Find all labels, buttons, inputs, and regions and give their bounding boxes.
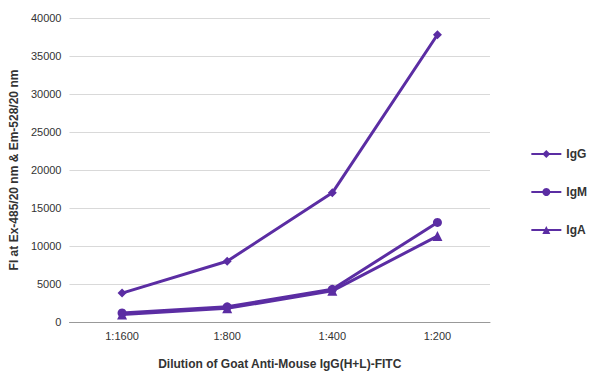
svg-text:IgA: IgA — [566, 223, 586, 237]
svg-text:10000: 10000 — [31, 240, 62, 252]
svg-text:IgG: IgG — [566, 147, 586, 161]
svg-text:0: 0 — [55, 316, 61, 328]
svg-text:1:200: 1:200 — [424, 330, 452, 342]
svg-text:1:1600: 1:1600 — [105, 330, 139, 342]
svg-text:40000: 40000 — [31, 12, 62, 24]
svg-text:20000: 20000 — [31, 164, 62, 176]
svg-text:15000: 15000 — [31, 202, 62, 214]
svg-text:30000: 30000 — [31, 88, 62, 100]
svg-text:25000: 25000 — [31, 126, 62, 138]
svg-text:IgM: IgM — [566, 185, 587, 199]
svg-text:FI at Ex-485/20 nm & Em-528/20: FI at Ex-485/20 nm & Em-528/20 nm — [7, 70, 21, 271]
svg-text:1:400: 1:400 — [319, 330, 347, 342]
svg-text:35000: 35000 — [31, 50, 62, 62]
svg-text:Dilution of Goat Anti-Mouse Ig: Dilution of Goat Anti-Mouse IgG(H+L)-FIT… — [158, 357, 402, 371]
svg-text:5000: 5000 — [37, 278, 61, 290]
svg-text:1:800: 1:800 — [213, 330, 241, 342]
